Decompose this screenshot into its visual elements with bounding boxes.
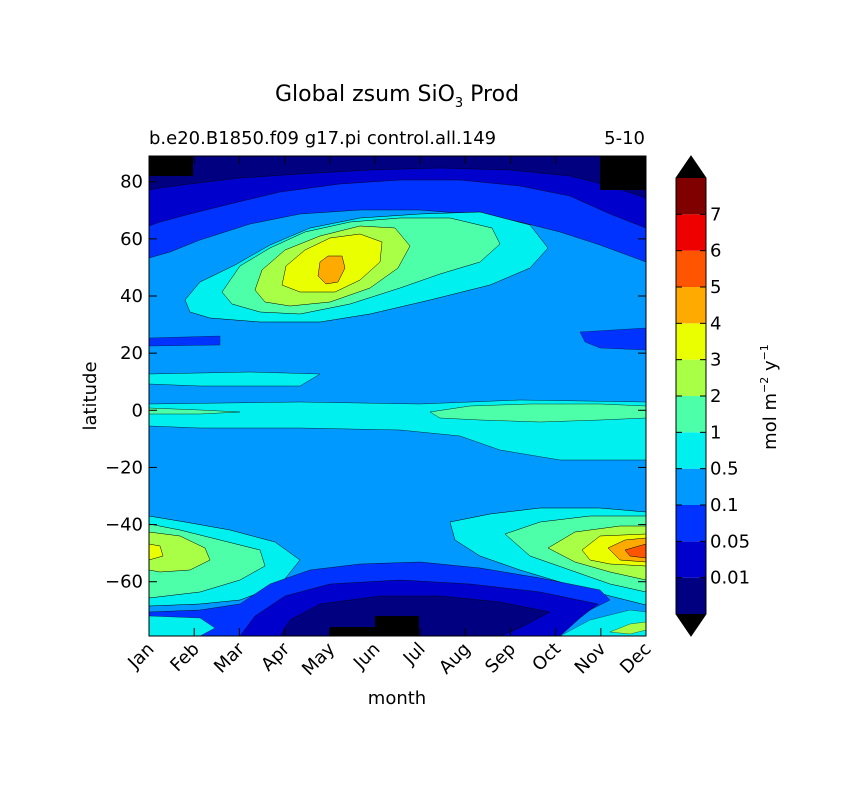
x-tick-label: Oct: [528, 639, 565, 676]
y-tick-label: −20: [105, 457, 143, 478]
colorbar-tick-label: 2: [710, 386, 721, 407]
colorbar-segment: [676, 250, 706, 287]
y-tick-label: 40: [120, 286, 143, 307]
colorbar-over-arrow: [676, 156, 706, 178]
colorbar-segment: [676, 359, 706, 396]
colorbar-outline: [675, 155, 707, 637]
colorbar: 0.01 0.05 0.1 0.5 1 2 3 4 5 6 7: [675, 155, 750, 637]
x-tick-label: Nov: [571, 638, 611, 678]
contour-eq-cyan-north: [149, 371, 321, 387]
contour-sh-left-2: [149, 531, 211, 573]
colorbar-tick-label: 1: [710, 422, 721, 443]
y-tick-label: 80: [120, 172, 143, 193]
contour-north-black-right: [600, 156, 646, 190]
x-tick-label: Dec: [616, 639, 655, 678]
x-tick-label: Jul: [399, 639, 430, 670]
x-tick-label: Jan: [123, 639, 158, 674]
colorbar-tick-label: 0.1: [710, 495, 739, 516]
colorbar-segment: [676, 577, 706, 614]
colorbar-tick-label: 7: [710, 204, 721, 225]
plot-frame: [148, 155, 647, 637]
colorbar-segment: [676, 287, 706, 324]
y-tick-label: 20: [120, 343, 143, 364]
contour-north-black-left: [149, 156, 193, 176]
contour-antarctic-cyan-left: [149, 615, 216, 636]
colorbar-segment: [676, 541, 706, 578]
contour-field: [149, 156, 646, 636]
colorbar-tick-label: 0.01: [710, 568, 750, 589]
y-tick-label: −40: [105, 515, 143, 536]
colorbar-segment: [676, 505, 706, 542]
contour-antarctic-green-right: [609, 621, 646, 635]
colorbar-segment: [676, 432, 706, 469]
colorbar-label: mol m−2 y−1: [758, 344, 781, 450]
contour-subtropic-north: [149, 335, 221, 347]
colorbar-tick-label: 0.05: [710, 531, 750, 552]
x-axis-label: month: [368, 688, 426, 709]
contour-sh-left-3: [149, 543, 164, 561]
x-tick-label: May: [298, 638, 339, 679]
y-axis-label: latitude: [80, 361, 101, 430]
y-tick-label: 60: [120, 229, 143, 250]
contour-eq-green-east: [429, 403, 646, 423]
colorbar-under-arrow: [676, 614, 706, 636]
colorbar-segment: [676, 323, 706, 360]
colorbar-tick-label: 5: [710, 277, 721, 298]
y-tick-label: −60: [105, 572, 143, 593]
y-axis: 80 60 40 20 0 −20 −40 −60: [105, 172, 646, 593]
x-tick-label: Aug: [435, 639, 475, 679]
contour-north-lowest: [149, 156, 646, 199]
chart-subtitle-left: b.e20.B1850.f09 g17.pi control.all.149: [149, 128, 496, 149]
colorbar-tick-label: 4: [710, 313, 721, 334]
contour-antarctic-black-2: [375, 616, 419, 636]
contour-sh-right-5: [624, 543, 646, 559]
colorbar-segment: [676, 396, 706, 433]
chart-title: Global zsum SiO3 Prod: [275, 82, 519, 111]
y-tick-label: 0: [132, 400, 143, 421]
contour-eq-green: [149, 407, 241, 415]
colorbar-segment: [676, 468, 706, 505]
x-tick-label: Apr: [257, 638, 294, 675]
colorbar-tick-label: 6: [710, 241, 721, 262]
colorbar-tick-label: 0.5: [710, 459, 739, 480]
chart-subtitle-right: 5-10: [604, 128, 645, 149]
colorbar-segment: [676, 178, 706, 215]
colorbar-segment: [676, 214, 706, 251]
contour-nh-4: [317, 255, 346, 285]
colorbar-tick-label: 3: [710, 350, 721, 371]
x-tick-label: Jun: [349, 639, 384, 674]
x-tick-label: Mar: [210, 638, 249, 677]
x-tick-label: Sep: [481, 639, 520, 678]
x-tick-label: Feb: [166, 639, 203, 676]
contour-subtropic-north-right: [579, 327, 646, 351]
contour-antarctic-black-1: [330, 627, 375, 636]
